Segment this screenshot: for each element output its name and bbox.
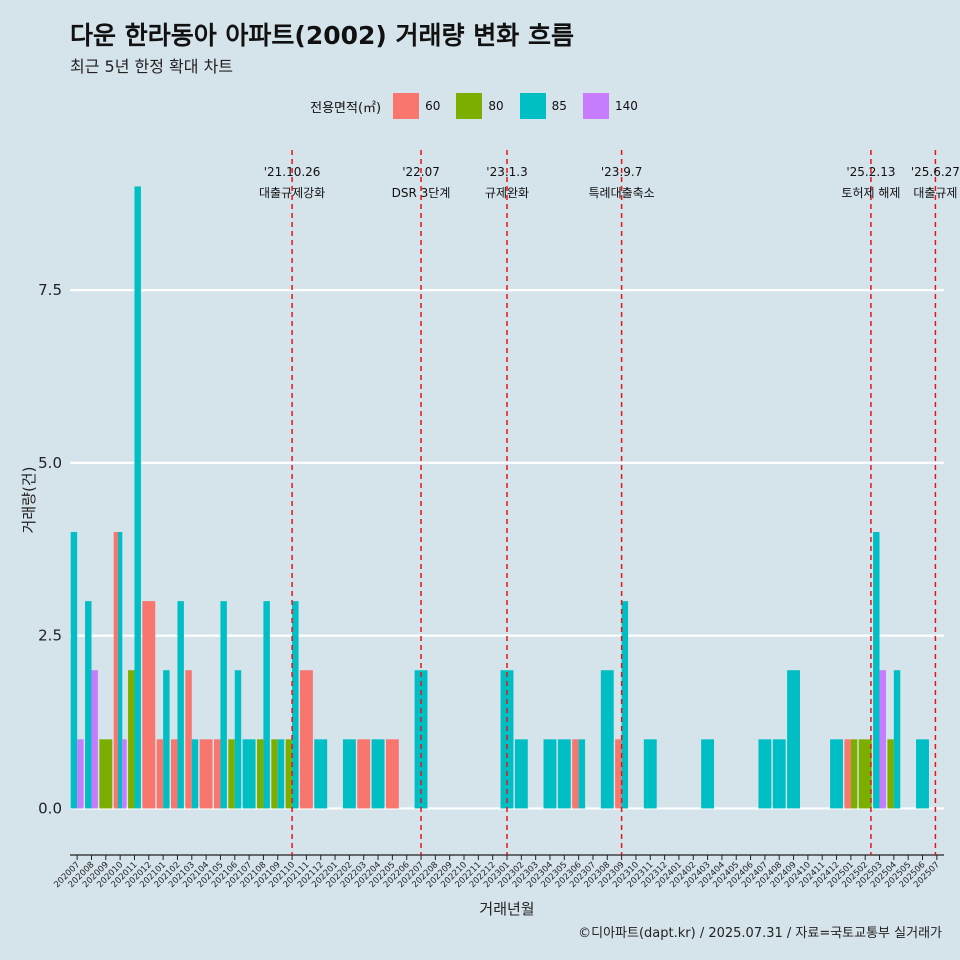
- legend-key-85: [519, 93, 546, 119]
- event-label: 규제완화: [485, 186, 529, 200]
- bar-202202-85: [342, 739, 356, 809]
- bar-202109-80: [271, 739, 278, 809]
- event-label: 대출규제: [913, 186, 957, 200]
- bar-202109-85: [277, 739, 285, 809]
- bar-202010-60: [113, 532, 118, 809]
- event-date: '25.2.13: [846, 165, 895, 179]
- bar-202308-85: [600, 670, 614, 809]
- event-date: '22.07: [402, 165, 440, 179]
- legend-label-140: 140: [614, 99, 638, 113]
- bar-202409-85: [787, 670, 801, 809]
- bar-202408-85: [772, 739, 786, 809]
- bar-202203-60: [357, 739, 371, 809]
- legend-title: 전용면적(㎡): [310, 100, 382, 116]
- bar-202104-60: [199, 739, 213, 809]
- bar-202311-85: [643, 739, 657, 809]
- bar-202112-85: [314, 739, 328, 809]
- bar-202503-140: [879, 670, 886, 809]
- bar-202503-85: [873, 532, 880, 809]
- legend-label-85: 85: [551, 99, 567, 113]
- bar-202105-85: [220, 601, 227, 809]
- y-tick-label: 7.5: [38, 281, 62, 299]
- bar-202205-60: [385, 739, 399, 809]
- bar-202108-85: [263, 601, 270, 809]
- bar-202501-80: [850, 739, 858, 809]
- bar-202103-60: [185, 670, 192, 809]
- event-label: DSR 3단계: [392, 186, 451, 200]
- event-date: '25.6.27: [911, 165, 960, 179]
- legend-key-60: [393, 93, 420, 119]
- bar-202204-85: [371, 739, 385, 809]
- bar-202309-60: [615, 739, 622, 809]
- bar-202111-60: [299, 670, 313, 809]
- bar-202106-85: [234, 670, 242, 809]
- y-axis-title: 거래량(건): [20, 467, 38, 534]
- bar-202105-60: [213, 739, 221, 809]
- bar-202504-80: [887, 739, 894, 809]
- bar-202407-85: [758, 739, 772, 809]
- bar-202309-85: [621, 601, 629, 809]
- bar-202501-60: [844, 739, 851, 809]
- bar-202108-80: [256, 739, 264, 809]
- bar-202011-80: [128, 670, 135, 809]
- y-tick-label: 0.0: [38, 799, 62, 817]
- event-label: 토허제 해제: [841, 186, 900, 200]
- bar-202007-140: [77, 739, 84, 809]
- bar-202412-85: [830, 739, 843, 809]
- event-label: 대출규제강화: [259, 186, 325, 200]
- bar-202010-85: [117, 532, 123, 809]
- legend-key-80: [456, 93, 483, 119]
- bar-202305-85: [557, 739, 571, 809]
- bar-202502-80: [858, 739, 872, 809]
- bar-202302-85: [514, 739, 528, 809]
- bar-202008-85: [85, 601, 92, 809]
- event-date: '23.9.7: [601, 165, 642, 179]
- bar-202009-80: [99, 739, 113, 809]
- x-axis-title: 거래년월: [479, 900, 534, 918]
- bar-202102-60: [171, 739, 178, 809]
- legend-label-60: 60: [425, 99, 441, 113]
- bar-202012-60: [142, 601, 156, 809]
- legend-label-80: 80: [488, 99, 504, 113]
- source-caption: ©디아파트(dapt.kr) / 2025.07.31 / 자료=국토교통부 실…: [578, 926, 942, 941]
- legend: 전용면적(㎡) 60 80 85 140: [0, 93, 960, 119]
- bar-202101-60: [156, 739, 164, 809]
- chart-subtitle: 최근 5년 한정 확대 차트: [70, 57, 234, 76]
- bar-202101-85: [163, 670, 170, 809]
- bar-202110-80: [285, 739, 293, 809]
- bar-202506-85: [916, 739, 929, 809]
- bar-202008-140: [91, 670, 98, 809]
- bar-202107-85: [242, 739, 256, 809]
- y-tick-label: 2.5: [38, 627, 62, 645]
- bar-202010-140: [122, 739, 127, 809]
- bar-202504-85: [893, 670, 901, 809]
- y-tick-label: 5.0: [38, 454, 62, 472]
- bar-202306-60: [572, 739, 579, 809]
- event-date: '23.1.3: [486, 165, 527, 179]
- chart-title: 다운 한라동아 아파트(2002) 거래량 변화 흐름: [70, 21, 574, 50]
- bar-202007-85: [70, 532, 78, 809]
- bar-202304-85: [543, 739, 557, 809]
- bar-202102-85: [177, 601, 184, 809]
- bar-202011-85: [134, 186, 141, 809]
- bar-202106-80: [228, 739, 235, 809]
- bar-202306-85: [578, 739, 586, 809]
- bar-202110-85: [292, 601, 299, 809]
- event-date: '21.10.26: [264, 165, 321, 179]
- bar-202103-85: [191, 739, 199, 809]
- bar-202403-85: [701, 739, 715, 809]
- legend-key-140: [582, 93, 609, 119]
- event-label: 특례대출축소: [588, 186, 654, 200]
